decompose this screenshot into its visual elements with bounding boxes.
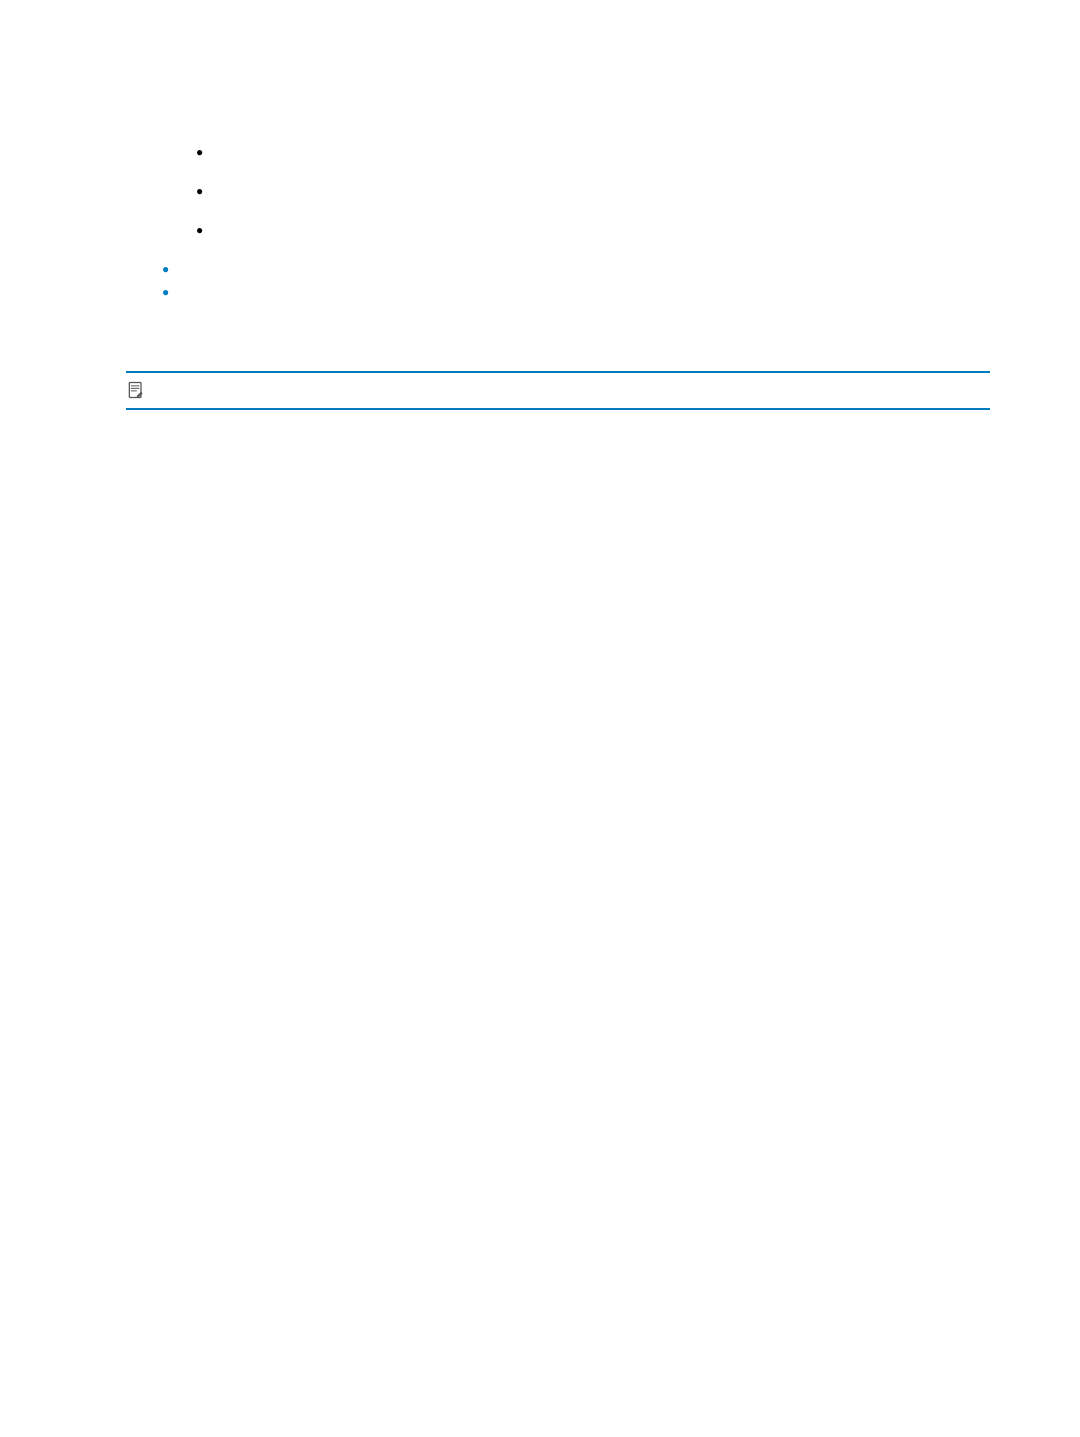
bullet-icon (162, 257, 202, 280)
note-icon (126, 380, 146, 400)
substep-close-dialog (196, 218, 990, 241)
exit-with-save (162, 280, 990, 303)
bullet-icon (196, 140, 236, 163)
bullet-icon (196, 179, 236, 202)
note-callout (126, 371, 990, 410)
substep-select-menu (196, 140, 990, 163)
note-content (154, 379, 162, 402)
exit-without-save (162, 257, 990, 280)
substep-scroll (196, 179, 990, 202)
bullet-icon (196, 218, 236, 241)
bullet-icon (162, 280, 202, 303)
